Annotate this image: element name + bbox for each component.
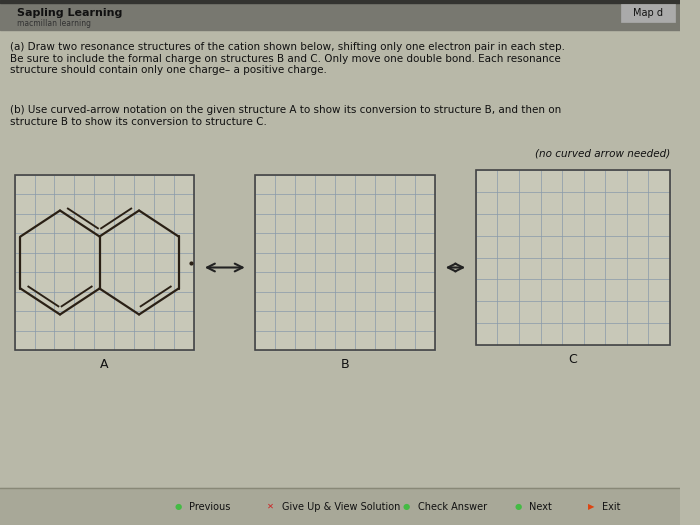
Bar	[476, 170, 670, 345]
Bar	[0, 488, 680, 525]
Text: ✕: ✕	[267, 502, 274, 511]
Text: Next: Next	[529, 501, 552, 511]
Text: C: C	[568, 353, 578, 366]
Bar	[15, 175, 194, 350]
Text: macmillan learning: macmillan learning	[18, 19, 92, 28]
Bar	[256, 175, 435, 350]
Bar	[15, 175, 194, 350]
Text: (no curved arrow needed): (no curved arrow needed)	[535, 148, 670, 158]
Text: Give Up & View Solution: Give Up & View Solution	[281, 501, 400, 511]
Bar	[0, 0, 680, 30]
Text: ●: ●	[402, 502, 409, 511]
Text: ▶: ▶	[588, 502, 594, 511]
Bar	[476, 170, 670, 345]
Text: (a) Draw two resonance structures of the cation shown below, shifting only one e: (a) Draw two resonance structures of the…	[10, 42, 565, 75]
Text: A: A	[100, 358, 108, 371]
Text: (b) Use curved-arrow notation on the given structure A to show its conversion to: (b) Use curved-arrow notation on the giv…	[10, 105, 561, 127]
Bar	[0, 0, 680, 3]
Text: B: B	[341, 358, 349, 371]
Text: Sapling Learning: Sapling Learning	[18, 8, 123, 18]
Text: Map d: Map d	[633, 8, 663, 18]
Bar	[622, 4, 675, 22]
Text: Previous: Previous	[190, 501, 231, 511]
Text: ●: ●	[514, 502, 522, 511]
Bar	[256, 175, 435, 350]
Text: ●: ●	[174, 502, 181, 511]
Text: Exit: Exit	[602, 501, 621, 511]
Text: Check Answer: Check Answer	[418, 501, 486, 511]
